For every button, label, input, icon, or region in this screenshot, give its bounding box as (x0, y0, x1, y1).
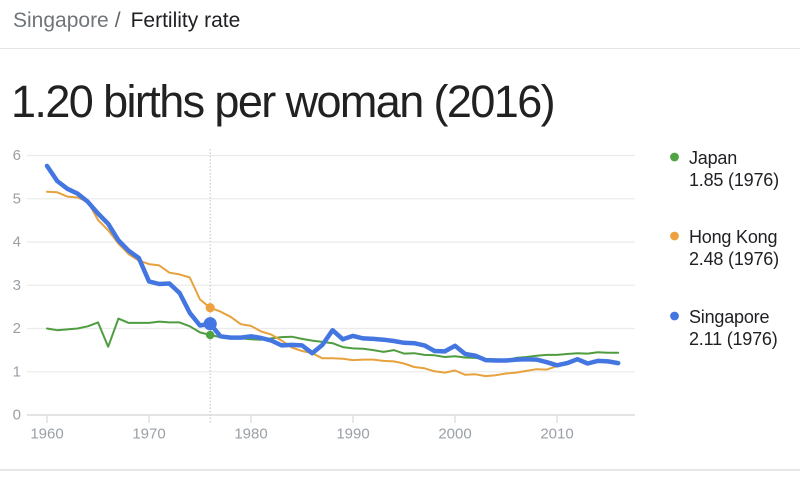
svg-text:1990: 1990 (336, 426, 369, 443)
svg-text:3: 3 (13, 277, 21, 294)
svg-text:4: 4 (13, 234, 21, 251)
svg-text:2000: 2000 (438, 426, 471, 443)
svg-text:1960: 1960 (30, 426, 63, 443)
svg-text:2: 2 (13, 320, 21, 337)
svg-text:1: 1 (13, 363, 21, 380)
svg-text:5: 5 (13, 190, 21, 207)
svg-text:1980: 1980 (234, 426, 267, 443)
svg-text:2010: 2010 (540, 426, 573, 443)
svg-text:1970: 1970 (132, 426, 165, 443)
svg-text:0: 0 (13, 407, 21, 424)
svg-text:6: 6 (13, 147, 21, 164)
